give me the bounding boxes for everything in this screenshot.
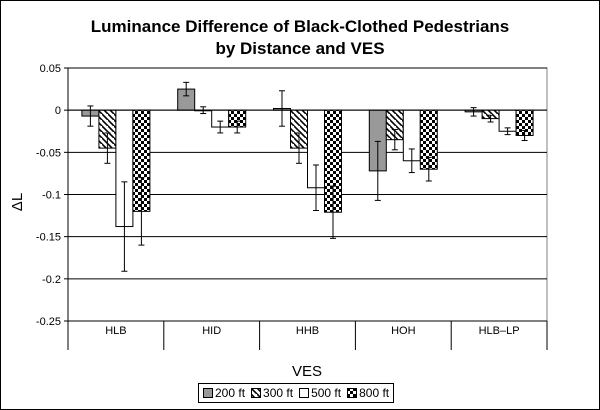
y-tick-label: -0.05	[36, 147, 61, 159]
x-tick-label: HLB	[105, 325, 126, 337]
y-axis-title: ΔL	[9, 193, 26, 211]
legend: 200 ft 300 ft 500 ft 800 ft	[198, 383, 395, 403]
legend-swatch	[251, 388, 262, 398]
y-tick-label: -0.1	[42, 190, 61, 202]
legend-label: 200 ft	[215, 386, 246, 400]
legend-label: 500 ft	[311, 386, 342, 400]
chart-title-line-2: by Distance and VES	[215, 39, 385, 58]
legend-item: 800 ft	[347, 386, 389, 400]
legend-item: 500 ft	[299, 386, 341, 400]
axes: 0.05 0 -0.05 -0.1 -0.15 -0.2 -0.25 HLB HID HHB HOH…	[36, 63, 548, 350]
y-tick-label: -0.15	[36, 232, 61, 244]
legend-swatch	[347, 388, 358, 398]
x-tick-label: HID	[202, 325, 221, 337]
legend-item: 200 ft	[203, 386, 245, 400]
y-tick-label: 0	[55, 105, 61, 117]
bars	[81, 81, 534, 272]
y-tick-label: -0.2	[42, 274, 61, 286]
y-tick-label: 0.05	[40, 63, 61, 75]
legend-item: 300 ft	[251, 386, 293, 400]
legend-swatch	[203, 388, 213, 398]
x-axis-title: VES	[292, 363, 322, 380]
x-tick-label: HLB–LP	[479, 325, 520, 337]
chart-title-line-1: Luminance Difference of Black-Clothed Pe…	[90, 17, 510, 36]
x-tick-label: HOH	[391, 325, 416, 337]
chart-title: Luminance Difference of Black-Clothed Pe…	[0, 16, 600, 60]
y-tick-label: -0.25	[36, 316, 61, 328]
legend-label: 800 ft	[359, 386, 390, 400]
legend-label: 300 ft	[263, 386, 294, 400]
x-tick-label: HHB	[296, 325, 319, 337]
legend-swatch	[299, 388, 310, 398]
